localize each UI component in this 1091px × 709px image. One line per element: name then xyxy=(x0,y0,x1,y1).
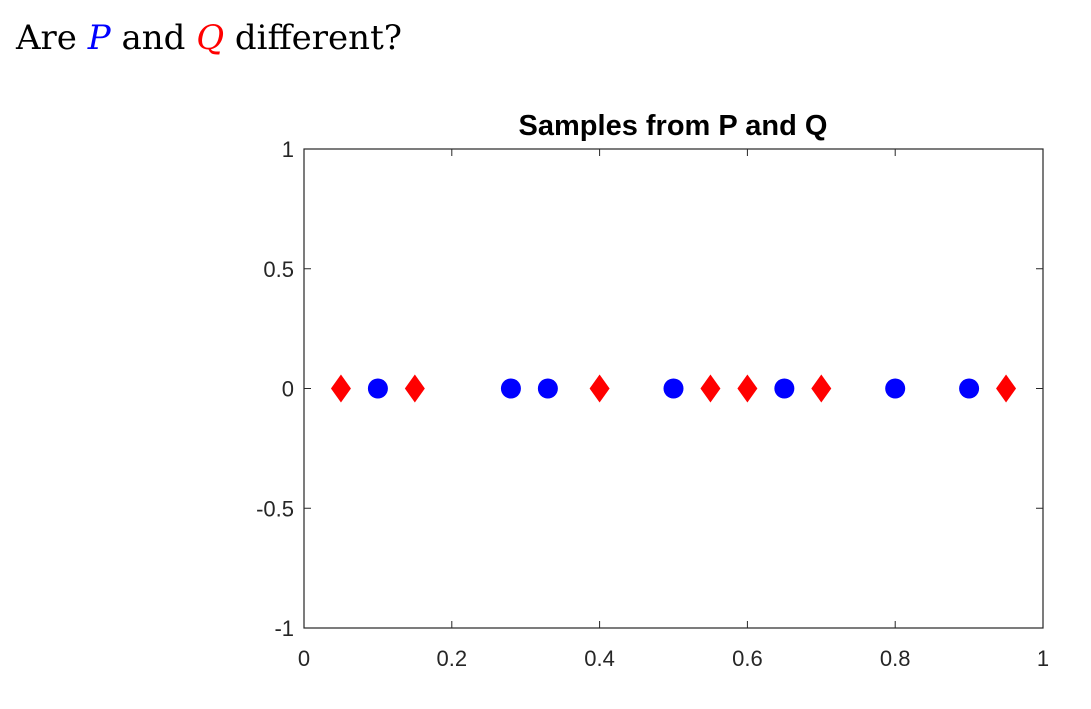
q-sample-point xyxy=(700,374,721,403)
y-tick-label: -1 xyxy=(274,616,294,641)
x-tick-label: 1 xyxy=(1037,646,1049,671)
x-tick-label: 0 xyxy=(298,646,310,671)
q-sample-point xyxy=(589,374,610,403)
x-tick-label: 0.4 xyxy=(584,646,615,671)
heading-suffix: different? xyxy=(224,18,402,58)
heading-middle: and xyxy=(110,18,197,58)
p-sample-point xyxy=(367,378,388,399)
y-tick-label: 1 xyxy=(282,137,294,162)
q-sample-point xyxy=(811,374,832,403)
y-tick-label: 0 xyxy=(282,377,294,402)
heading-q-symbol: Q xyxy=(196,18,225,58)
p-sample-point xyxy=(774,378,795,399)
p-sample-point xyxy=(959,378,980,399)
x-tick-label: 0.2 xyxy=(437,646,468,671)
q-sample-point xyxy=(330,374,351,403)
p-sample-point xyxy=(663,378,684,399)
q-sample-point xyxy=(737,374,758,403)
heading-p-symbol: P xyxy=(87,18,111,58)
q-sample-point xyxy=(996,374,1017,403)
y-tick-label: -0.5 xyxy=(256,496,294,521)
p-sample-point xyxy=(885,378,906,399)
q-sample-point xyxy=(404,374,425,403)
p-sample-point xyxy=(500,378,521,399)
y-tick-label: 0.5 xyxy=(263,257,294,282)
page-heading: Are P and Q different? xyxy=(16,18,402,58)
p-sample-point xyxy=(537,378,558,399)
x-tick-label: 0.8 xyxy=(880,646,911,671)
heading-prefix: Are xyxy=(16,18,88,58)
chart-title: Samples from P and Q xyxy=(519,110,828,142)
x-tick-label: 0.6 xyxy=(732,646,763,671)
